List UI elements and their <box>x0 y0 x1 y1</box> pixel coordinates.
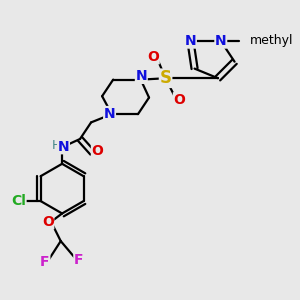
Text: N: N <box>58 140 69 154</box>
Text: Cl: Cl <box>11 194 26 208</box>
Text: S: S <box>160 69 172 87</box>
Text: O: O <box>92 144 104 158</box>
Text: O: O <box>42 215 54 229</box>
Text: H: H <box>51 139 61 152</box>
Text: N: N <box>215 34 226 48</box>
Text: F: F <box>74 254 83 267</box>
Text: N: N <box>104 106 116 121</box>
Text: methyl: methyl <box>250 34 293 47</box>
Text: O: O <box>173 93 185 107</box>
Text: N: N <box>136 69 147 83</box>
Text: O: O <box>147 50 159 64</box>
Text: N: N <box>184 34 196 48</box>
Text: F: F <box>40 255 50 269</box>
